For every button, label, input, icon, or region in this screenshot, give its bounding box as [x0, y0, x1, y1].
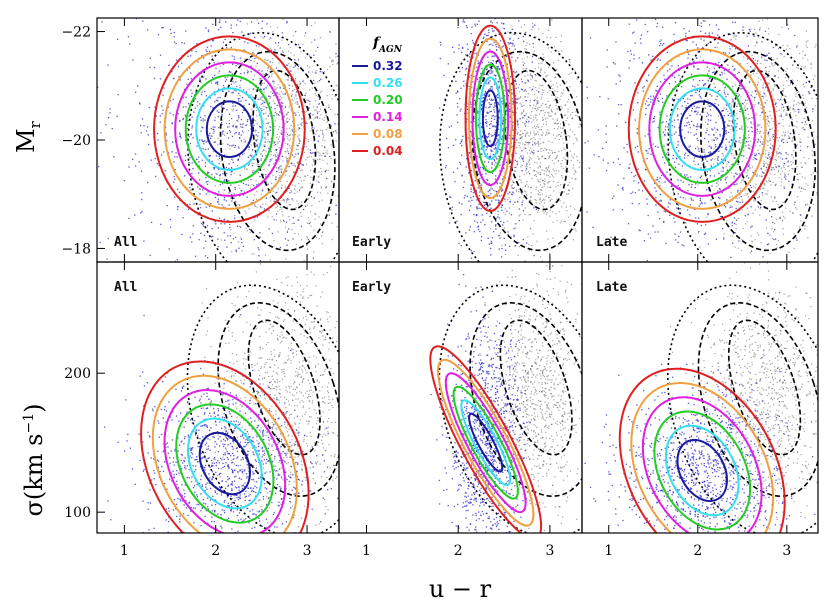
x-tick-label: 1 — [362, 543, 371, 559]
population-contour — [727, 319, 802, 456]
population-contour — [247, 319, 321, 456]
population-contour — [499, 319, 573, 456]
panel-label-early-bottom: Early — [352, 280, 391, 295]
panel-top-right — [584, 18, 818, 262]
agn-fraction-contour — [668, 87, 736, 171]
agn-fraction-contour — [184, 74, 275, 184]
y-axis-title-top: Mr — [12, 120, 44, 153]
panel-frame — [581, 261, 819, 534]
agn-fraction-contour — [679, 100, 726, 158]
legend: fAGN 0.32 0.26 0.20 0.14 0.08 0.04 — [352, 35, 403, 158]
panels-group — [97, 18, 818, 533]
population-contour — [700, 50, 817, 252]
panel-label-all-top: All — [114, 235, 137, 250]
legend-entry-label: 0.04 — [373, 144, 403, 158]
gray-points — [670, 18, 818, 262]
x-tick-label: 3 — [545, 543, 554, 559]
population-contour — [732, 69, 797, 211]
agn-fraction-contour — [478, 76, 503, 161]
x-tick-label: 3 — [782, 543, 791, 559]
agn-fraction-contour — [429, 345, 543, 533]
agn-fraction-contour — [174, 61, 285, 197]
y-tick-label: 200 — [64, 366, 91, 382]
gray-points — [667, 262, 818, 533]
panel-frame — [581, 17, 819, 263]
legend-entry-label: 0.14 — [373, 110, 403, 124]
panel-bottom-left — [103, 262, 339, 533]
y-tick-label: −22 — [61, 25, 91, 41]
agn-fraction-contour — [676, 438, 728, 502]
population-contour — [219, 50, 336, 252]
population-contour — [667, 31, 818, 262]
x-tick-label: 2 — [454, 543, 463, 559]
panel-bottom-right — [582, 262, 818, 533]
population-contour — [186, 284, 339, 533]
agn-fraction-contour — [468, 412, 504, 473]
agn-fraction-contour — [163, 48, 296, 210]
panel-frame — [96, 17, 340, 263]
panel-frame — [96, 261, 340, 534]
agn-fraction-contour — [140, 360, 310, 533]
population-contour — [217, 302, 339, 497]
agn-fraction-contour — [468, 37, 513, 200]
agn-fraction-contour — [627, 35, 777, 223]
x-tick-label: 2 — [693, 543, 702, 559]
panel-label-late-top: Late — [596, 235, 627, 250]
agn-fraction-contour — [186, 417, 263, 510]
agn-fraction-contour — [460, 399, 512, 487]
agn-points — [584, 18, 818, 262]
agn-fraction-contour — [452, 385, 519, 500]
x-tick-label: 1 — [120, 543, 129, 559]
population-contour — [469, 302, 582, 497]
agn-fraction-contour — [618, 367, 786, 533]
agn-fraction-contour — [471, 50, 510, 187]
panel-top-left — [97, 18, 339, 262]
y-axis-title-bottom: σ(km s−1) — [20, 403, 48, 516]
agn-fraction-contour — [653, 410, 752, 531]
population-contour — [438, 284, 582, 533]
agn-fraction-contour — [648, 61, 757, 197]
agn-fraction-contour — [205, 100, 254, 158]
agn-fraction-contour — [641, 396, 763, 533]
x-axis-title: u − r — [429, 575, 492, 603]
legend-title: fAGN — [372, 35, 403, 55]
agn-fraction-contour — [658, 74, 746, 184]
agn-fraction-contour — [464, 24, 517, 213]
x-tick-label: 2 — [211, 543, 220, 559]
population-contour — [439, 31, 582, 262]
agn-fraction-contour — [153, 35, 306, 223]
agn-fraction-contour — [638, 48, 767, 210]
agn-fraction-contour — [198, 431, 251, 496]
agn-fraction-contour — [664, 424, 740, 517]
panel-top-middle — [439, 18, 582, 262]
panel-bottom-middle — [429, 265, 582, 533]
population-contour — [667, 284, 818, 533]
agn-fraction-contour — [175, 403, 275, 524]
agn-fraction-contour — [474, 63, 506, 174]
agn-points — [97, 18, 339, 262]
y-tick-label: −18 — [61, 241, 91, 257]
panel-frame — [338, 261, 583, 534]
agn-fraction-contour — [444, 372, 527, 514]
y-tick-label: −20 — [61, 133, 91, 149]
panel-label-all-bottom: All — [114, 280, 137, 295]
legend-entry-label: 0.20 — [373, 93, 403, 107]
agn-fraction-contour — [630, 381, 775, 533]
population-contour — [471, 50, 582, 252]
legend-entry-label: 0.32 — [373, 59, 403, 73]
legend-entry-label: 0.26 — [373, 76, 403, 90]
agn-fraction-contour — [437, 358, 535, 527]
x-tick-label: 1 — [604, 543, 613, 559]
agn-fraction-contour — [151, 374, 298, 533]
legend-entry-label: 0.08 — [373, 127, 403, 141]
panel-label-late-bottom: Late — [596, 280, 627, 295]
y-tick-label: 100 — [64, 505, 91, 521]
population-contour — [187, 31, 339, 262]
agn-fraction-contour — [481, 89, 499, 148]
x-tick-label: 3 — [303, 543, 312, 559]
agn-fraction-contour — [195, 87, 264, 171]
panel-label-early-top: Early — [352, 235, 391, 250]
